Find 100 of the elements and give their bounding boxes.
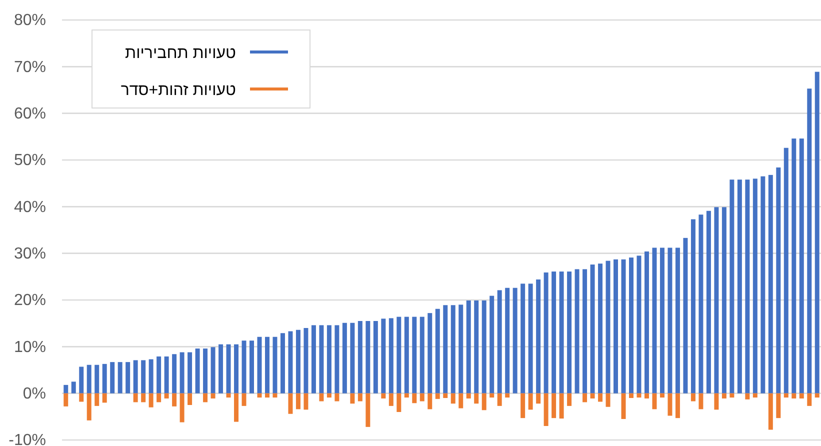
- bar: [768, 393, 773, 430]
- bar: [342, 322, 347, 394]
- bar: [264, 336, 270, 394]
- bar: [141, 360, 146, 394]
- bar: [86, 364, 92, 394]
- bar: [690, 393, 696, 402]
- bar: [188, 352, 192, 394]
- bar: [559, 272, 564, 394]
- bar: [520, 393, 526, 418]
- bar: [203, 348, 208, 394]
- legend-label: טעויות זהות+סדר: [120, 82, 236, 99]
- bar: [629, 258, 634, 394]
- bar: [606, 260, 610, 394]
- bar: [552, 393, 556, 418]
- bar: [210, 347, 216, 394]
- bar: [250, 340, 254, 394]
- bar: [428, 393, 432, 410]
- bar: [497, 393, 502, 406]
- bar: [272, 393, 278, 398]
- bar: [334, 325, 340, 394]
- bar: [148, 359, 154, 394]
- bar: [683, 238, 688, 394]
- y-tick-label: 20%: [14, 292, 46, 310]
- bar: [730, 393, 734, 398]
- bar: [668, 248, 672, 394]
- bar: [807, 393, 812, 406]
- bar: [304, 328, 308, 394]
- bar: [319, 325, 324, 394]
- bar: [435, 308, 440, 394]
- bar: [698, 393, 704, 410]
- bar: [272, 336, 278, 394]
- bar: [776, 167, 781, 394]
- bar: [505, 393, 510, 398]
- bar: [141, 393, 146, 402]
- bar: [698, 214, 704, 394]
- bar: [435, 393, 440, 399]
- bar: [792, 393, 796, 398]
- bar: [86, 393, 92, 420]
- bar: [412, 393, 417, 404]
- bar: [706, 210, 711, 394]
- bar: [172, 393, 177, 406]
- bar: [458, 393, 464, 408]
- bar: [598, 264, 603, 394]
- bar: [164, 393, 169, 398]
- bar: [94, 364, 100, 394]
- bar: [350, 322, 355, 394]
- bar: [203, 393, 208, 402]
- bar: [598, 393, 603, 402]
- bar: [606, 393, 610, 407]
- bar: [807, 88, 812, 394]
- bar: [652, 248, 657, 394]
- bar: [110, 362, 115, 394]
- bar: [172, 354, 177, 394]
- bar: [280, 333, 285, 394]
- bar: [776, 393, 781, 418]
- bar: [466, 300, 471, 394]
- bar: [490, 296, 494, 394]
- bar: [218, 344, 224, 394]
- bar: [443, 305, 448, 394]
- bar: [505, 288, 510, 394]
- bar: [520, 284, 526, 394]
- bar: [450, 305, 456, 394]
- bar: [420, 316, 424, 394]
- bar: [730, 180, 734, 394]
- bar: [334, 393, 340, 402]
- bar: [675, 393, 680, 418]
- bar: [366, 393, 370, 427]
- bar: [242, 393, 246, 406]
- bar: [574, 269, 580, 394]
- bar: [350, 393, 355, 404]
- bar: [621, 393, 626, 419]
- bar: [118, 362, 122, 394]
- bar: [636, 393, 642, 398]
- bar: [358, 321, 362, 394]
- bar: [497, 290, 502, 394]
- bar: [71, 382, 76, 394]
- bar: [288, 393, 293, 414]
- bar: [94, 393, 100, 406]
- bar: [760, 176, 766, 394]
- legend-label: טעויות תחביריות: [125, 45, 236, 62]
- bar: [668, 393, 672, 416]
- bar: [799, 138, 804, 394]
- bar: [156, 393, 162, 402]
- bar: [675, 248, 680, 394]
- bar: [242, 340, 246, 394]
- bar: [126, 362, 130, 394]
- bar: [737, 180, 742, 394]
- bar: [714, 393, 719, 410]
- bar: [319, 393, 324, 402]
- bar: [636, 256, 642, 394]
- bar: [799, 393, 804, 398]
- bar: [428, 313, 432, 394]
- y-tick-label: 80%: [14, 12, 46, 30]
- bar: [590, 264, 595, 394]
- bar: [304, 393, 308, 410]
- bar: [210, 393, 216, 398]
- bar: [257, 336, 262, 394]
- bar: [528, 284, 533, 394]
- y-tick-label: 70%: [14, 58, 46, 76]
- bar: [482, 393, 486, 410]
